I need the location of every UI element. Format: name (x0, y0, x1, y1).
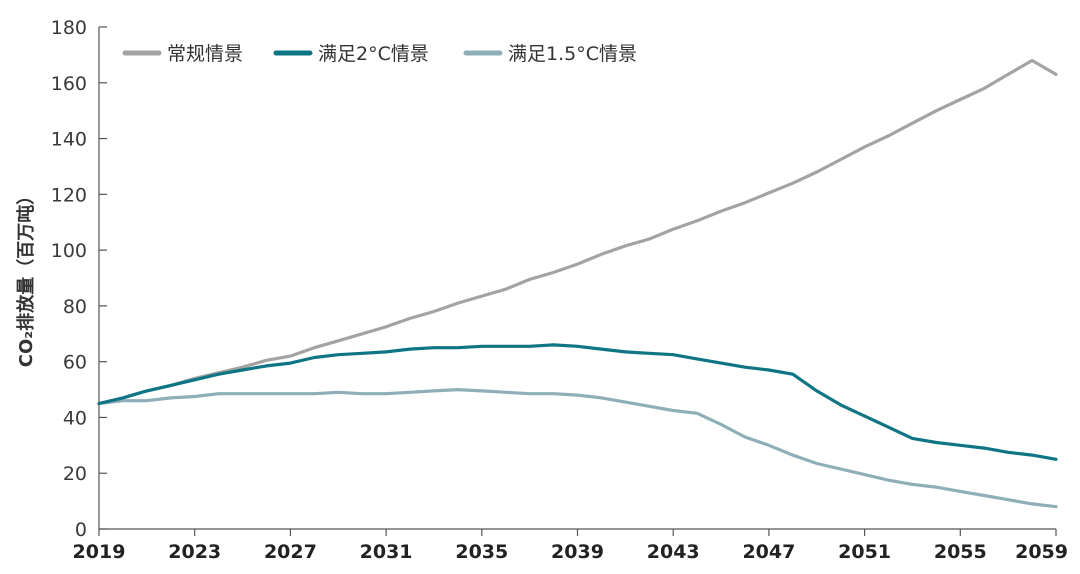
legend-label: 满足1.5°C情景 (508, 43, 637, 65)
series-lines (97, 58, 1058, 509)
y-tick-label: 0 (75, 519, 87, 541)
x-tick-label: 2059 (1015, 541, 1068, 563)
x-tick-label: 2047 (742, 541, 795, 563)
x-tick-label: 2051 (838, 541, 891, 563)
legend-label: 常规情景 (167, 43, 243, 65)
x-tick-label: 2031 (360, 541, 413, 563)
x-tick-label: 2019 (73, 541, 126, 563)
y-tick-label: 40 (63, 407, 87, 429)
y-tick-label: 120 (51, 184, 87, 206)
y-axis: 0 20 40 60 80 100 120 140 160 180 (51, 17, 107, 541)
legend-label: 满足2°C情景 (318, 43, 429, 65)
x-axis: 2019 2023 2027 2031 2035 2039 2043 2047 2051 2055… (73, 528, 1068, 563)
x-tick-label: 2039 (551, 541, 604, 563)
y-tick-label: 100 (51, 240, 87, 262)
x-tick-label: 2035 (455, 541, 508, 563)
x-tick-label: 2023 (168, 541, 221, 563)
y-tick-label: 160 (51, 73, 87, 95)
series-line-1 (97, 343, 1058, 461)
x-tick-label: 2055 (934, 541, 987, 563)
y-tick-label: 140 (51, 129, 87, 151)
series-line-2 (97, 388, 1058, 509)
legend: 常规情景 满足2°C情景 满足1.5°C情景 (122, 43, 637, 65)
x-tick-label: 2027 (264, 541, 317, 563)
y-tick-label: 60 (63, 352, 87, 374)
y-tick-label: 80 (63, 296, 87, 318)
y-tick-label: 180 (51, 17, 87, 39)
y-axis-title: CO₂排放量（百万吨） (15, 187, 37, 367)
y-tick-label: 20 (63, 463, 87, 485)
series-line-0 (97, 58, 1058, 406)
x-tick-label: 2043 (647, 541, 700, 563)
